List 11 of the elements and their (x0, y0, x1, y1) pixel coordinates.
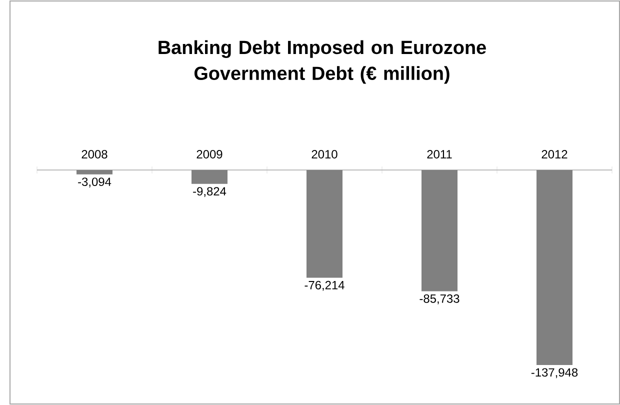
x-tick-label: 2012 (542, 150, 568, 158)
data-label: -9,824 (193, 187, 226, 197)
data-label: -85,733 (420, 294, 460, 304)
data-label: -76,214 (304, 280, 344, 291)
data-label: -3,094 (78, 178, 112, 188)
x-tick-label: 2010 (312, 150, 338, 158)
x-tick-label: 2011 (427, 150, 452, 158)
data-label: -137,948 (531, 368, 578, 378)
x-tick-label: 2009 (196, 150, 222, 158)
chart-title: Banking Debt Imposed on Eurozone Government Debt (€ million) (158, 40, 486, 84)
x-tick-label: 2008 (82, 150, 108, 158)
